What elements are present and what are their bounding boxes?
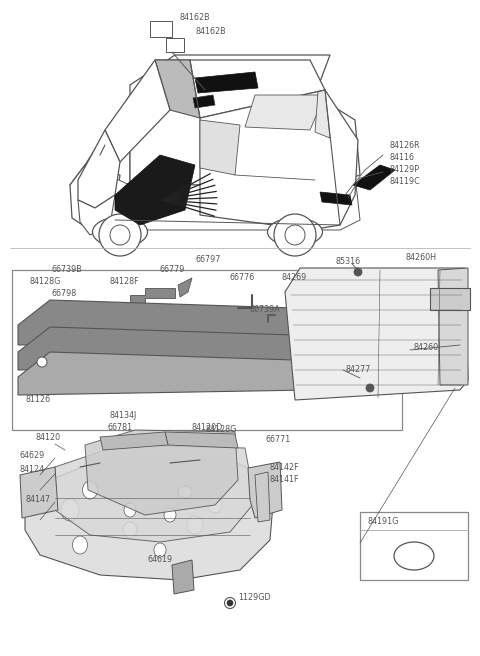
- Text: 1129GD: 1129GD: [238, 594, 271, 602]
- Polygon shape: [70, 95, 130, 215]
- Text: 84147: 84147: [25, 495, 50, 504]
- Text: 81126: 81126: [25, 396, 50, 405]
- Polygon shape: [20, 467, 58, 518]
- Ellipse shape: [366, 384, 374, 392]
- Polygon shape: [172, 560, 194, 594]
- Polygon shape: [18, 352, 355, 395]
- Ellipse shape: [164, 508, 176, 522]
- Ellipse shape: [354, 268, 362, 276]
- Text: 84128G: 84128G: [205, 426, 236, 434]
- Polygon shape: [70, 165, 120, 230]
- Text: 84162B: 84162B: [195, 28, 226, 37]
- Bar: [150, 21, 172, 37]
- Polygon shape: [195, 72, 258, 93]
- Polygon shape: [25, 460, 275, 580]
- Polygon shape: [245, 95, 325, 130]
- Ellipse shape: [227, 600, 233, 606]
- Ellipse shape: [123, 522, 137, 538]
- Polygon shape: [285, 268, 468, 400]
- Polygon shape: [78, 195, 115, 235]
- Bar: [12, 270, 402, 430]
- Ellipse shape: [93, 217, 147, 247]
- Text: 85316: 85316: [335, 258, 360, 266]
- Text: 84162B: 84162B: [180, 12, 211, 22]
- Text: 84134J: 84134J: [110, 411, 137, 419]
- Text: 84141F: 84141F: [270, 476, 300, 485]
- Text: 84128G: 84128G: [30, 277, 61, 287]
- Polygon shape: [315, 90, 330, 138]
- Ellipse shape: [267, 218, 323, 246]
- Polygon shape: [178, 278, 192, 297]
- Polygon shape: [200, 90, 358, 230]
- Polygon shape: [248, 462, 282, 518]
- Polygon shape: [155, 60, 325, 118]
- Polygon shape: [438, 268, 468, 385]
- Polygon shape: [105, 60, 170, 162]
- Ellipse shape: [61, 499, 79, 521]
- Polygon shape: [193, 95, 215, 108]
- Text: 84260: 84260: [413, 344, 438, 352]
- Polygon shape: [130, 288, 175, 305]
- Text: 84120: 84120: [35, 434, 60, 443]
- Polygon shape: [78, 130, 120, 208]
- Polygon shape: [100, 432, 168, 450]
- Text: 66779: 66779: [160, 266, 185, 274]
- Polygon shape: [255, 472, 270, 522]
- Polygon shape: [85, 165, 360, 230]
- Ellipse shape: [131, 498, 149, 512]
- Text: 84277: 84277: [345, 365, 371, 375]
- Text: 84128F: 84128F: [110, 277, 140, 287]
- Text: 64619: 64619: [148, 556, 173, 565]
- Polygon shape: [320, 192, 352, 205]
- Bar: [166, 38, 184, 52]
- Text: 84269: 84269: [282, 274, 307, 283]
- Bar: [360, 512, 468, 580]
- Ellipse shape: [110, 225, 130, 245]
- Ellipse shape: [208, 497, 222, 513]
- Text: 84191G: 84191G: [368, 518, 399, 527]
- Ellipse shape: [285, 225, 305, 245]
- Polygon shape: [155, 60, 200, 118]
- Text: 84124: 84124: [20, 466, 45, 474]
- Text: 66739B: 66739B: [52, 266, 83, 274]
- Text: 84260H: 84260H: [405, 253, 436, 262]
- Polygon shape: [18, 327, 355, 370]
- Text: 66771: 66771: [265, 436, 290, 445]
- Polygon shape: [353, 165, 395, 190]
- Polygon shape: [200, 120, 240, 175]
- Ellipse shape: [394, 542, 434, 570]
- Text: 66798: 66798: [52, 289, 77, 298]
- Ellipse shape: [37, 357, 47, 367]
- Polygon shape: [130, 55, 330, 125]
- Text: 84119C: 84119C: [390, 176, 421, 186]
- Ellipse shape: [187, 516, 203, 534]
- Ellipse shape: [274, 214, 316, 256]
- Ellipse shape: [83, 481, 97, 499]
- Ellipse shape: [225, 598, 236, 609]
- Polygon shape: [85, 430, 238, 515]
- Ellipse shape: [99, 214, 141, 256]
- Text: 84120D: 84120D: [192, 424, 223, 432]
- Text: 66781: 66781: [108, 424, 133, 432]
- Bar: [430, 288, 470, 310]
- Text: 64629: 64629: [20, 451, 45, 459]
- Text: 84126R: 84126R: [390, 140, 420, 150]
- Ellipse shape: [72, 536, 87, 554]
- Ellipse shape: [124, 503, 136, 517]
- Text: 66739A: 66739A: [250, 306, 281, 314]
- Polygon shape: [130, 95, 360, 185]
- Ellipse shape: [154, 543, 166, 557]
- Ellipse shape: [178, 486, 192, 498]
- Polygon shape: [165, 432, 238, 448]
- Polygon shape: [18, 300, 355, 345]
- Polygon shape: [55, 445, 255, 542]
- Text: 84129P: 84129P: [390, 165, 420, 173]
- Text: 66797: 66797: [195, 255, 220, 264]
- Polygon shape: [115, 155, 195, 225]
- Text: 84116: 84116: [390, 152, 415, 161]
- Text: 84142F: 84142F: [270, 464, 300, 472]
- Text: 66776: 66776: [230, 274, 255, 283]
